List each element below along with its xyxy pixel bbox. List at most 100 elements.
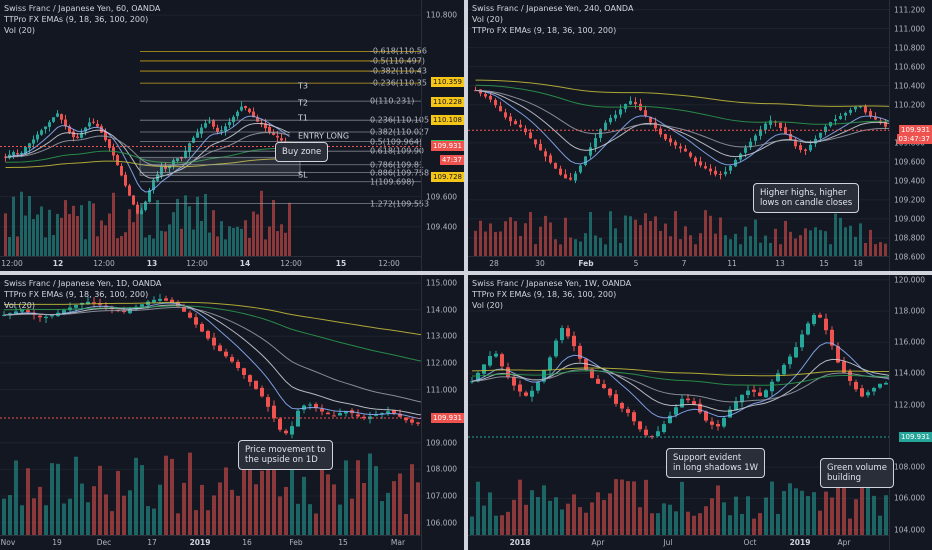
- candle[interactable]: [878, 383, 882, 388]
- candle[interactable]: [560, 327, 564, 341]
- candle[interactable]: [116, 155, 119, 166]
- candle[interactable]: [698, 403, 702, 413]
- candle[interactable]: [204, 123, 207, 128]
- candle[interactable]: [524, 392, 528, 396]
- candle[interactable]: [140, 210, 143, 215]
- candle[interactable]: [224, 351, 228, 357]
- candle[interactable]: [564, 174, 567, 179]
- candle[interactable]: [152, 179, 155, 191]
- candle[interactable]: [52, 117, 55, 122]
- plot-area[interactable]: [0, 0, 422, 257]
- candle[interactable]: [788, 356, 792, 365]
- candle[interactable]: [494, 353, 498, 357]
- plot-area[interactable]: [468, 0, 890, 257]
- candle[interactable]: [268, 126, 271, 133]
- candle[interactable]: [514, 120, 517, 125]
- candle[interactable]: [512, 376, 516, 386]
- candle[interactable]: [866, 392, 870, 396]
- candle[interactable]: [638, 421, 642, 430]
- candle[interactable]: [834, 119, 837, 121]
- candle[interactable]: [86, 301, 90, 305]
- candle[interactable]: [669, 138, 672, 143]
- candle[interactable]: [854, 381, 858, 390]
- candle[interactable]: [769, 120, 772, 125]
- candle[interactable]: [64, 119, 67, 127]
- candle[interactable]: [182, 307, 186, 312]
- candle[interactable]: [284, 430, 288, 434]
- candle[interactable]: [248, 108, 251, 113]
- candle[interactable]: [374, 414, 378, 416]
- candle[interactable]: [519, 124, 522, 128]
- candle[interactable]: [649, 116, 652, 123]
- candle[interactable]: [836, 346, 840, 363]
- candle[interactable]: [152, 299, 156, 303]
- candle[interactable]: [782, 364, 786, 375]
- candle[interactable]: [806, 323, 810, 335]
- candle[interactable]: [749, 141, 752, 148]
- candle[interactable]: [594, 138, 597, 148]
- annotation-callout[interactable]: Support evident in long shadows 1W: [666, 448, 766, 478]
- candle[interactable]: [272, 132, 275, 135]
- candle[interactable]: [554, 340, 558, 357]
- candle[interactable]: [26, 310, 30, 313]
- candle[interactable]: [544, 151, 547, 157]
- candle[interactable]: [320, 408, 324, 412]
- candle[interactable]: [470, 381, 474, 383]
- candle[interactable]: [192, 137, 195, 143]
- candle[interactable]: [692, 401, 696, 405]
- candle[interactable]: [60, 114, 63, 120]
- candle[interactable]: [24, 147, 27, 154]
- candle[interactable]: [14, 311, 18, 314]
- candle[interactable]: [500, 354, 504, 367]
- candle[interactable]: [812, 314, 816, 325]
- candle[interactable]: [656, 431, 660, 437]
- candle[interactable]: [132, 195, 135, 205]
- candle[interactable]: [84, 127, 87, 132]
- candle[interactable]: [549, 155, 552, 163]
- candle[interactable]: [380, 413, 384, 415]
- plot-area[interactable]: [0, 275, 422, 536]
- price-axis[interactable]: 115.000 114.000 113.000 112.000 111.000 109.0…: [421, 275, 464, 550]
- candle[interactable]: [248, 375, 252, 382]
- candle[interactable]: [804, 149, 807, 151]
- plot-area[interactable]: [468, 275, 890, 536]
- candle[interactable]: [534, 139, 537, 145]
- candle[interactable]: [518, 384, 522, 392]
- candle[interactable]: [860, 388, 864, 397]
- candle[interactable]: [809, 144, 812, 151]
- price-axis[interactable]: 120.000 118.000 116.000 114.000 112.000 108.0…: [889, 275, 932, 550]
- candle[interactable]: [704, 166, 707, 169]
- time-axis[interactable]: 2018 Apr Jul Oct 2019 Apr: [468, 535, 890, 550]
- candle[interactable]: [744, 147, 747, 153]
- candle[interactable]: [848, 371, 852, 381]
- candle[interactable]: [574, 173, 577, 181]
- candle[interactable]: [668, 415, 672, 424]
- candle[interactable]: [188, 312, 192, 318]
- candle[interactable]: [619, 109, 622, 115]
- candle[interactable]: [144, 201, 147, 210]
- candle[interactable]: [410, 419, 414, 423]
- candle[interactable]: [228, 122, 231, 126]
- candle[interactable]: [212, 337, 216, 346]
- candle[interactable]: [264, 123, 267, 129]
- candle[interactable]: [338, 413, 342, 416]
- candle[interactable]: [206, 331, 210, 339]
- candle[interactable]: [489, 95, 492, 100]
- candle[interactable]: [224, 126, 227, 131]
- candle[interactable]: [539, 143, 542, 151]
- candle[interactable]: [308, 404, 312, 406]
- candle[interactable]: [776, 373, 780, 382]
- candle[interactable]: [272, 405, 276, 419]
- candle[interactable]: [8, 313, 12, 315]
- annotation-callout[interactable]: Price movement to the upside on 1D: [238, 440, 333, 470]
- candle[interactable]: [709, 168, 712, 172]
- candle[interactable]: [819, 132, 822, 138]
- candle[interactable]: [326, 412, 330, 415]
- candle[interactable]: [844, 113, 847, 116]
- candle[interactable]: [740, 394, 744, 403]
- candle[interactable]: [799, 145, 802, 150]
- annotation-callout[interactable]: Buy zone: [275, 142, 329, 162]
- candle[interactable]: [572, 335, 576, 347]
- candle[interactable]: [589, 147, 592, 156]
- candle[interactable]: [404, 417, 408, 421]
